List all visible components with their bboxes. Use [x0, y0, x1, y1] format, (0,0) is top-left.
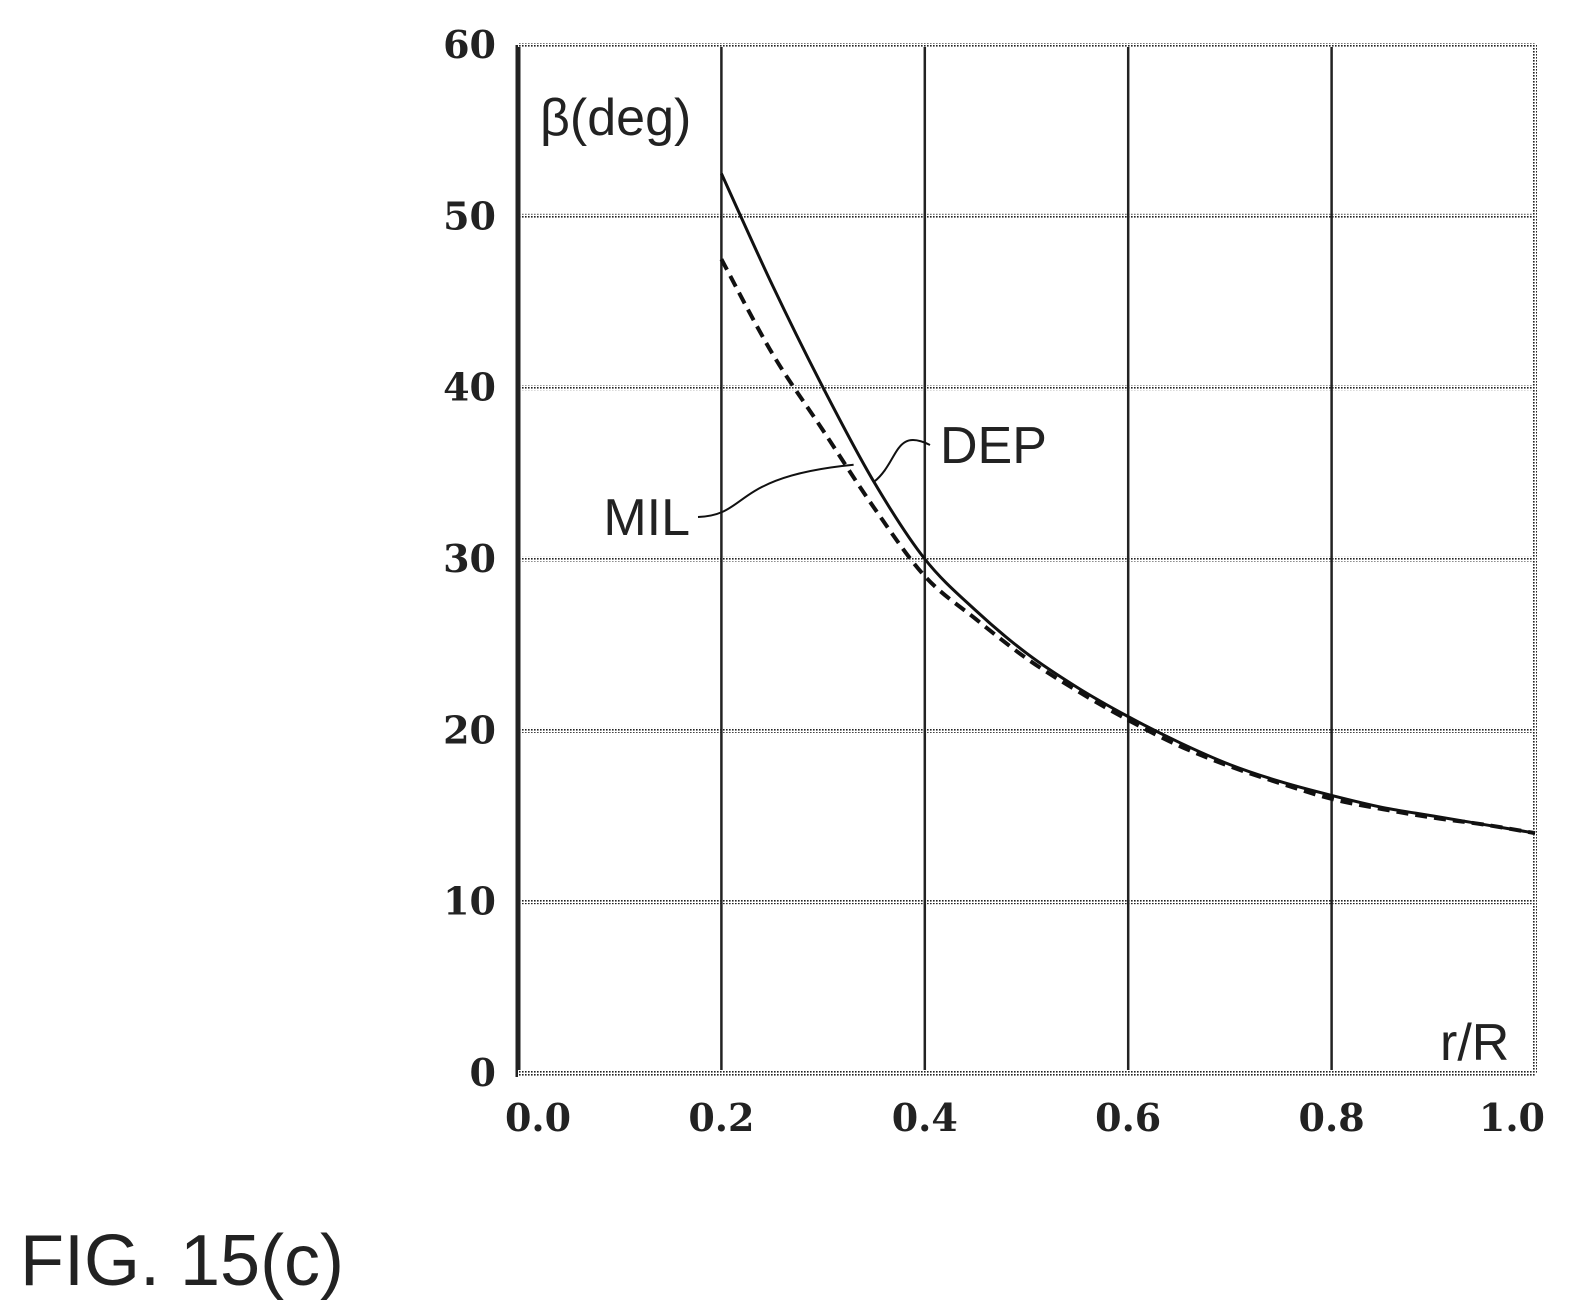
x-tick-label: 0.0 [505, 1095, 571, 1140]
x-tick-label: 0.6 [1095, 1095, 1161, 1140]
x-tick-label: 0.4 [892, 1095, 958, 1140]
grid [518, 45, 1535, 1073]
y-grid-line [518, 213, 1535, 219]
tick-labels: 0 10 20 30 40 50 60 0.0 0.2 0.4 0.6 0.8 1.0 [443, 22, 1545, 1140]
annotation-label-mil: MIL [603, 489, 690, 547]
x-axis-line [518, 1070, 1535, 1077]
y-tick-label: 10 [443, 879, 496, 924]
top-border [518, 43, 1535, 47]
y-tick-label: 30 [443, 536, 496, 581]
annotations: DEP MIL [603, 417, 1047, 547]
series-line-mil [719, 258, 1536, 836]
x-tick-label: 0.8 [1299, 1095, 1365, 1140]
y-axis-label: β(deg) [540, 89, 691, 147]
annotation-leader-mil [697, 463, 854, 518]
y-grid-line [518, 899, 1535, 905]
y-grid-line [518, 385, 1535, 391]
x-tick-label: 1.0 [1479, 1095, 1545, 1140]
x-axis-label: r/R [1440, 1014, 1509, 1072]
y-tick-label: 60 [443, 22, 496, 67]
y-tick-label: 0 [470, 1050, 496, 1095]
y-tick-label: 20 [443, 707, 496, 752]
y-tick-label: 40 [443, 365, 496, 410]
annotation-label-dep: DEP [940, 417, 1047, 475]
annotation-leader-dep [873, 438, 931, 483]
y-tick-label: 50 [443, 193, 496, 238]
figure-label: FIG. 15(c) [20, 1221, 344, 1301]
series-layer [719, 172, 1536, 836]
right-border [1533, 45, 1537, 1073]
y-grid-line [518, 727, 1535, 733]
x-tick-label: 0.2 [688, 1095, 754, 1140]
y-grid-line [518, 556, 1535, 562]
axes [515, 43, 1537, 1077]
